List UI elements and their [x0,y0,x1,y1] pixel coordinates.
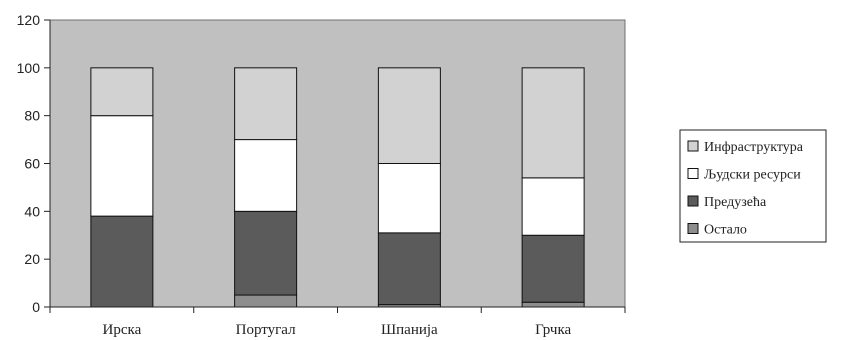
legend-swatch [687,195,699,207]
bar-segment-4 [377,67,441,164]
legend-swatch [687,168,699,179]
bar-segment-1 [521,301,585,308]
bar-segment-3 [521,177,585,236]
x-axis: Ирска Португал Шпанија Грчка [44,306,626,338]
bar-segment-2 [377,232,441,306]
x-category-label: Португал [236,322,296,338]
bar-segment-3 [90,115,154,217]
legend-box [679,129,827,243]
bar-segment-4 [90,67,154,117]
bar-segment-4 [234,67,298,141]
y-tick-label: 60 [24,156,40,172]
bar-segment-1 [234,294,298,308]
x-category-label: Ирска [103,322,142,338]
bars-group [90,67,585,308]
bar-segment-3 [234,139,298,212]
y-tick-label: 120 [17,12,41,28]
legend-swatch [687,140,699,152]
legend-label: Остало [704,223,747,238]
legend-label: Предузећа [704,195,767,210]
bar-segment-3 [377,163,441,234]
y-tick-label: 40 [24,203,40,219]
bar-segment-2 [234,210,298,296]
y-tick-label: 100 [17,60,41,76]
legend-swatch [687,223,699,234]
y-tick-label: 20 [24,251,40,267]
y-tick-label: 80 [24,108,40,124]
y-axis: 0 20 40 60 80 100 120 [17,12,51,315]
y-tick-label: 0 [32,299,40,315]
legend-label: Људски ресурси [704,168,801,183]
bar-segment-2 [521,234,585,303]
legend: Инфраструктура Људски ресурси Предузећа Ост… [679,129,827,243]
bar-segment-2 [90,215,154,308]
legend-label: Инфраструктура [704,140,804,155]
x-category-label: Грчка [535,322,571,338]
bar-segment-4 [521,67,585,179]
x-category-label: Шпанија [381,322,438,338]
